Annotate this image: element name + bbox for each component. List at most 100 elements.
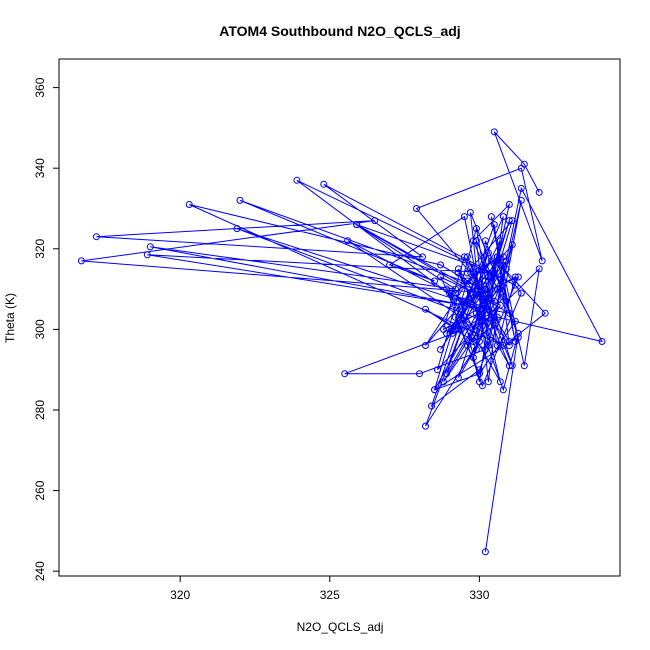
data-point (538, 257, 546, 265)
data-point (535, 188, 543, 196)
data-point (454, 269, 462, 277)
data-point (454, 374, 462, 382)
data-point (484, 378, 492, 386)
data-point (508, 217, 516, 225)
x-tick-label: 325 (320, 588, 340, 602)
data-point (422, 342, 429, 349)
data-point (466, 265, 474, 273)
data-point (460, 253, 468, 261)
data-point (481, 346, 489, 353)
data-point (460, 301, 468, 309)
data-point (440, 378, 447, 386)
data-point (428, 402, 435, 410)
data-point (451, 313, 459, 321)
data-point (185, 201, 193, 208)
data-point (293, 176, 301, 184)
data-point (505, 338, 513, 345)
data-point (511, 281, 519, 289)
data-point (508, 241, 516, 249)
y-axis: 240 260 280 300 320 340 360 (33, 77, 60, 581)
series-line (81, 131, 603, 552)
data-point (511, 273, 519, 281)
data-point (490, 321, 498, 329)
data-point (416, 370, 423, 378)
data-point (463, 253, 471, 261)
data-point (598, 338, 606, 345)
y-tick-label: 340 (33, 158, 47, 178)
data-point (451, 289, 459, 297)
data-point (496, 378, 504, 386)
data-point (143, 251, 151, 259)
data-point (520, 160, 528, 168)
y-tick-label: 300 (33, 319, 47, 339)
data-point (490, 221, 498, 229)
data-point (487, 257, 495, 265)
data-point (517, 196, 525, 204)
data-point (457, 325, 465, 333)
data-point (493, 253, 501, 261)
data-point (502, 265, 510, 273)
data-point (236, 196, 244, 204)
data-point (481, 237, 489, 245)
data-point (502, 257, 510, 265)
data-point (499, 386, 507, 394)
data-point (472, 225, 480, 233)
series-n2o (77, 128, 606, 556)
data-point (499, 293, 507, 301)
data-point (443, 370, 450, 378)
data-point (520, 362, 528, 370)
data-point (431, 386, 438, 394)
data-point (454, 325, 462, 333)
data-point (460, 213, 468, 221)
data-point (487, 213, 495, 221)
y-tick-label: 320 (33, 238, 47, 258)
data-point (496, 261, 504, 269)
data-point (422, 305, 429, 313)
x-tick-label: 330 (469, 588, 489, 602)
data-point (478, 317, 486, 325)
data-point (454, 265, 462, 273)
data-point (475, 338, 483, 345)
data-point (341, 370, 349, 378)
data-point (481, 305, 489, 313)
data-point (472, 309, 480, 317)
x-axis: 320 325 330 (170, 575, 490, 602)
data-point (481, 548, 489, 556)
data-point (146, 243, 154, 251)
data-point (475, 378, 483, 386)
data-point (460, 297, 468, 305)
data-point (466, 289, 474, 297)
data-point (484, 289, 492, 297)
data-point (490, 269, 498, 277)
data-point (443, 329, 450, 337)
data-point (475, 370, 483, 378)
data-point (386, 261, 394, 269)
data-point (505, 201, 513, 208)
data-point (484, 273, 492, 281)
data-point (77, 257, 85, 265)
data-point (472, 237, 480, 245)
data-point (508, 362, 516, 370)
data-point (320, 180, 328, 188)
data-point (490, 297, 498, 305)
data-point (505, 362, 513, 370)
y-tick-label: 360 (33, 77, 47, 97)
data-point (437, 273, 444, 281)
data-point (493, 313, 501, 321)
data-point (463, 342, 471, 349)
x-axis-label: N2O_QCLS_adj (297, 620, 384, 634)
data-point (413, 205, 420, 212)
data-point (422, 422, 429, 430)
data-point (353, 221, 361, 229)
x-tick-label: 320 (170, 588, 190, 602)
data-point (434, 366, 441, 374)
data-point (233, 225, 241, 233)
data-point (493, 285, 501, 293)
data-point (496, 301, 504, 309)
data-point (514, 273, 522, 281)
data-point (514, 333, 522, 341)
data-point (505, 309, 513, 317)
y-tick-label: 260 (33, 480, 47, 500)
